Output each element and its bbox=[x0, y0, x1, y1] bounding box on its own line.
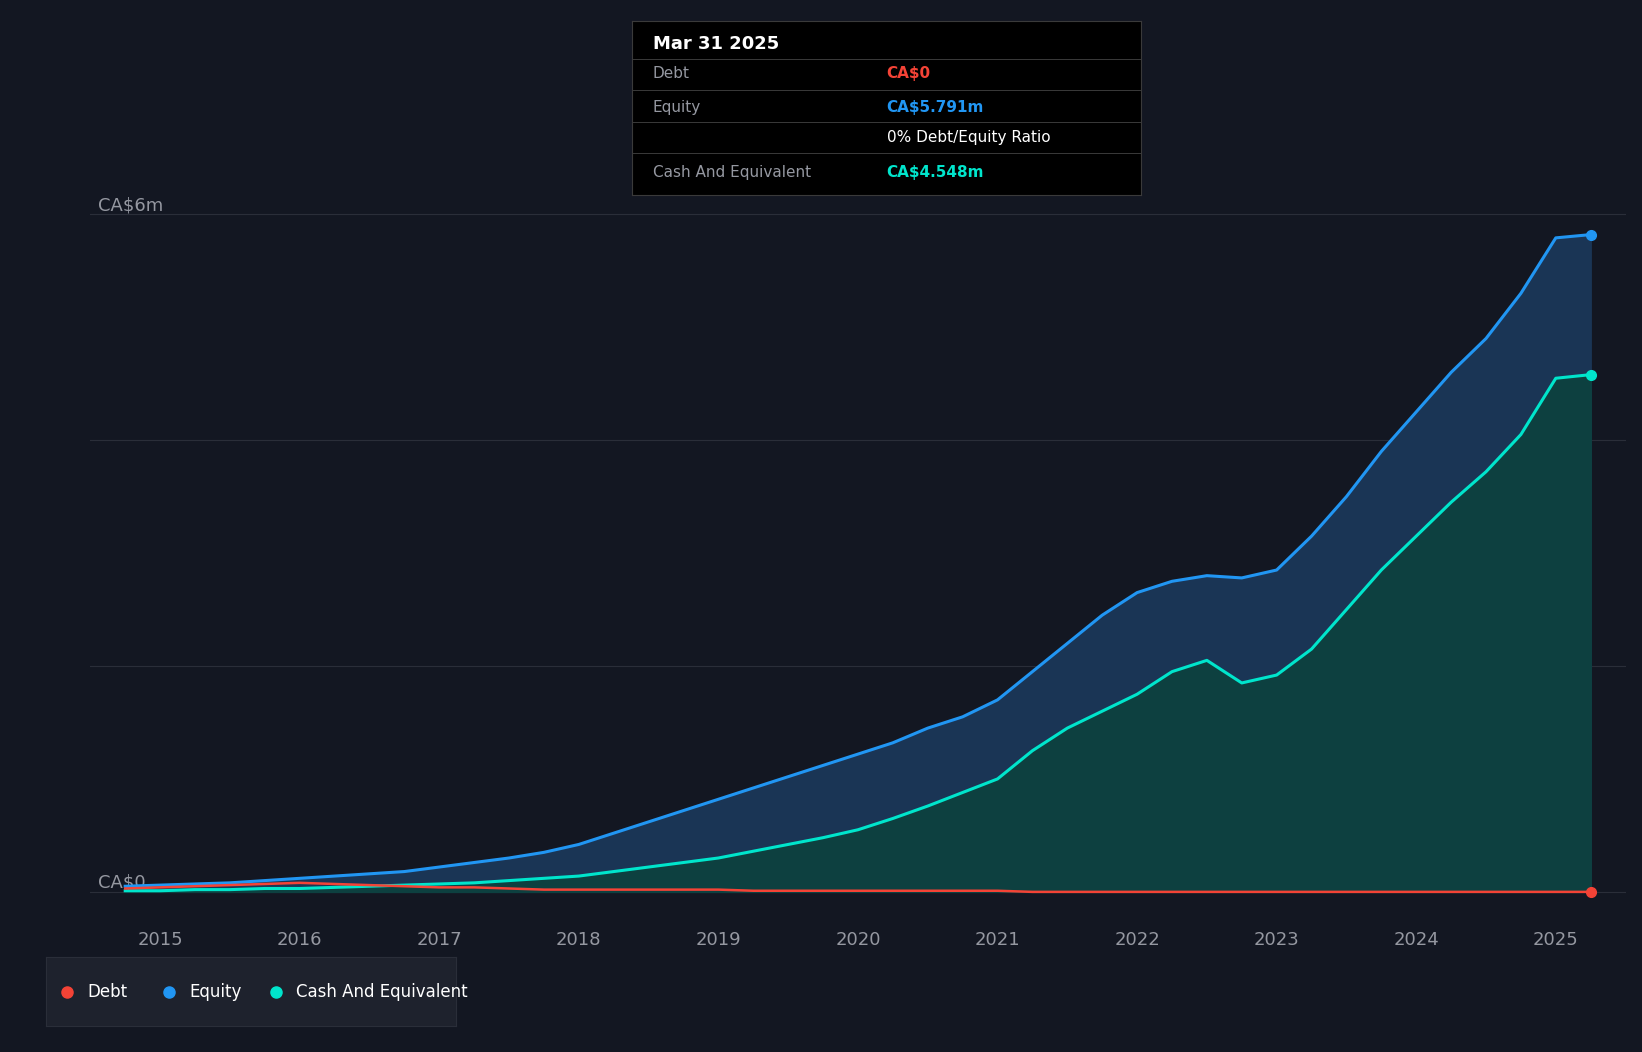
Text: Cash And Equivalent: Cash And Equivalent bbox=[652, 164, 811, 180]
Text: CA$6m: CA$6m bbox=[99, 197, 163, 215]
Text: Debt: Debt bbox=[652, 65, 690, 81]
Text: Cash And Equivalent: Cash And Equivalent bbox=[297, 983, 468, 1000]
Text: CA$5.791m: CA$5.791m bbox=[887, 100, 984, 116]
Text: CA$4.548m: CA$4.548m bbox=[887, 164, 984, 180]
Text: CA$0: CA$0 bbox=[99, 874, 146, 892]
Text: Equity: Equity bbox=[190, 983, 241, 1000]
Text: Mar 31 2025: Mar 31 2025 bbox=[652, 35, 778, 53]
Text: CA$0: CA$0 bbox=[887, 65, 931, 81]
Text: 0% Debt/Equity Ratio: 0% Debt/Equity Ratio bbox=[887, 129, 1051, 145]
Text: Debt: Debt bbox=[87, 983, 126, 1000]
Text: Equity: Equity bbox=[652, 100, 701, 116]
